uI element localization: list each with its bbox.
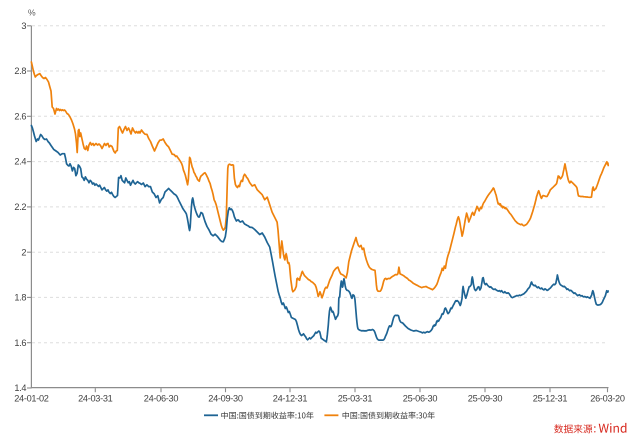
svg-text:3: 3 xyxy=(21,21,26,31)
svg-text:2.2: 2.2 xyxy=(14,202,26,212)
svg-text:25-06-30: 25-06-30 xyxy=(403,393,438,403)
svg-text:24-06-30: 24-06-30 xyxy=(144,393,179,403)
svg-text:24-01-02: 24-01-02 xyxy=(14,393,49,403)
svg-text:2.8: 2.8 xyxy=(14,66,26,76)
svg-text:24-09-30: 24-09-30 xyxy=(208,393,243,403)
svg-text:24-03-31: 24-03-31 xyxy=(78,393,113,403)
svg-text:25-03-31: 25-03-31 xyxy=(338,393,373,403)
svg-text:25-12-31: 25-12-31 xyxy=(533,393,568,403)
svg-text:1.4: 1.4 xyxy=(14,383,26,393)
svg-text:1.8: 1.8 xyxy=(14,293,26,303)
svg-text:2: 2 xyxy=(21,247,26,257)
svg-text:25-09-30: 25-09-30 xyxy=(468,393,503,403)
svg-text:1.6: 1.6 xyxy=(14,338,26,348)
svg-text:2.4: 2.4 xyxy=(14,157,26,167)
svg-text:%: % xyxy=(28,8,36,18)
svg-text:2.6: 2.6 xyxy=(14,111,26,121)
svg-text:24-12-31: 24-12-31 xyxy=(273,393,308,403)
svg-text:26-03-20: 26-03-20 xyxy=(590,393,625,403)
